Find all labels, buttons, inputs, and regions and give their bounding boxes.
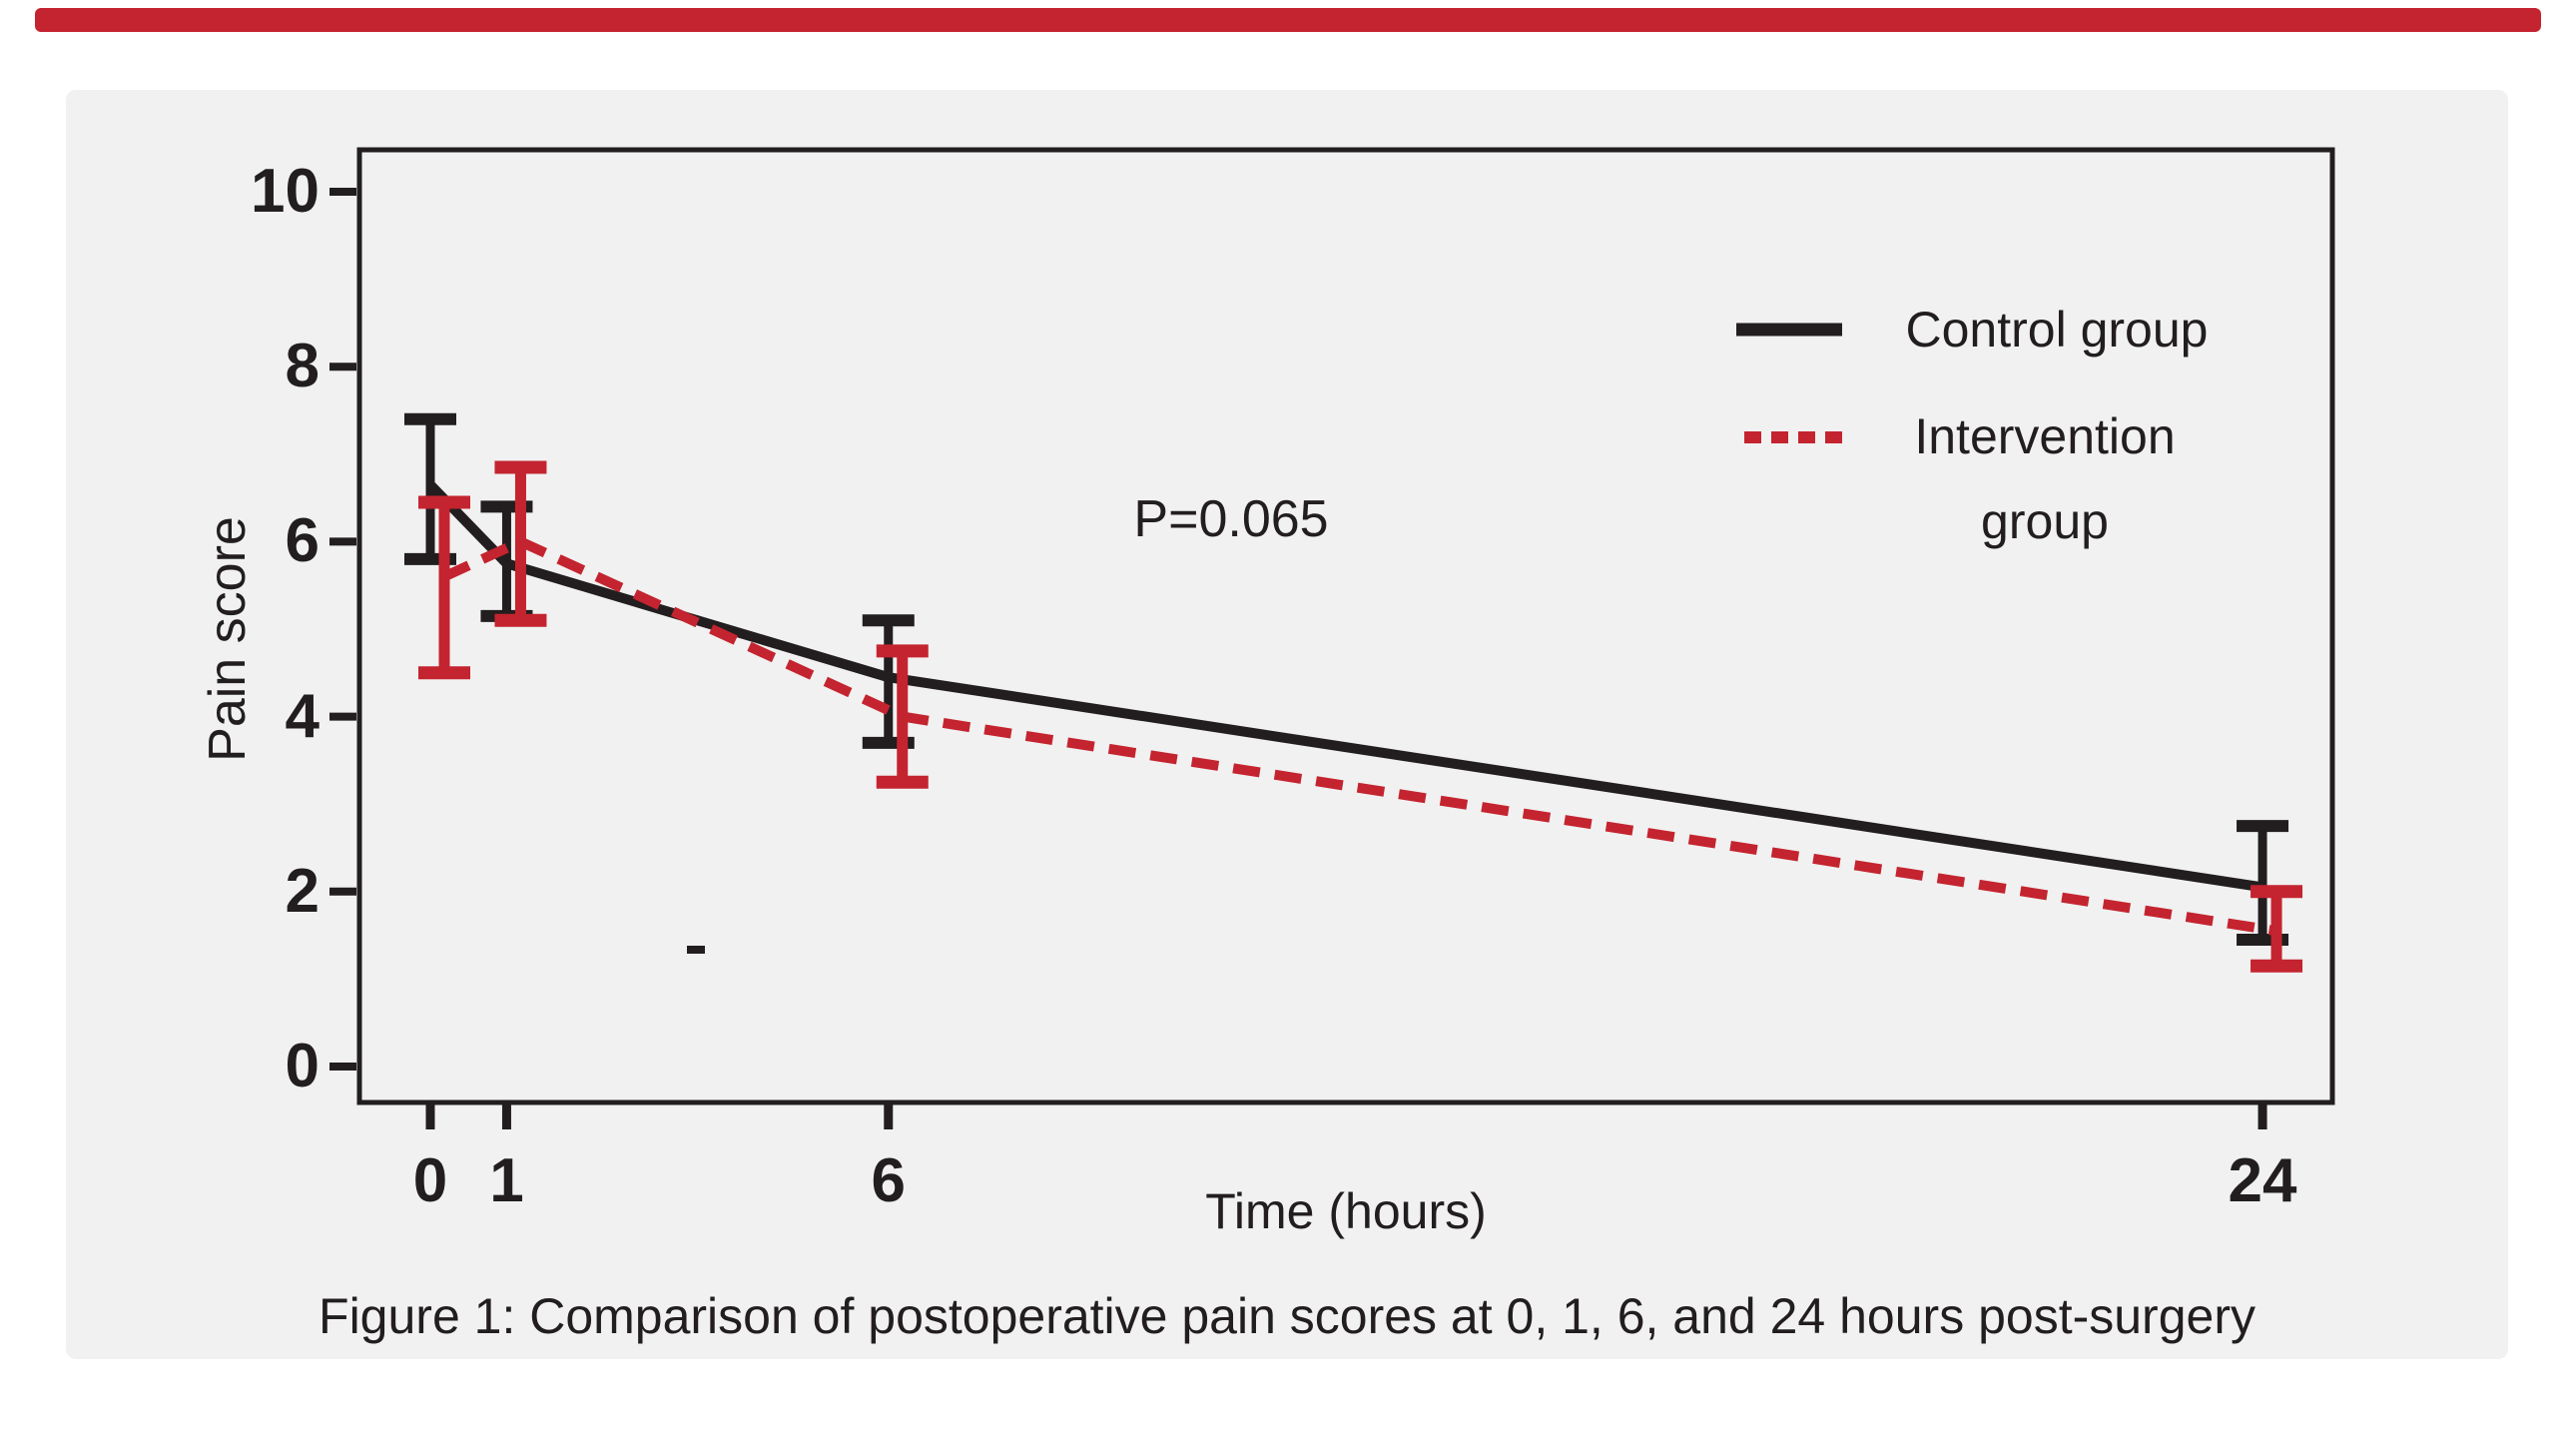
figure-panel bbox=[66, 90, 2508, 1359]
top-red-accent-bar bbox=[35, 8, 2541, 32]
legend-label-intervention-line2: group bbox=[1981, 493, 2109, 549]
p-value-annotation: P=0.065 bbox=[1133, 490, 1329, 548]
y-tick-label: 8 bbox=[285, 332, 320, 401]
legend-label-control: Control group bbox=[1905, 302, 2209, 358]
y-axis-title: Pain score bbox=[199, 516, 257, 762]
y-tick-label: 2 bbox=[285, 856, 320, 926]
x-tick-label: 1 bbox=[489, 1146, 524, 1215]
x-tick-label: 24 bbox=[2228, 1146, 2297, 1215]
y-tick-label: 0 bbox=[285, 1032, 320, 1100]
y-tick-label: 4 bbox=[285, 681, 320, 751]
y-tick-label: 6 bbox=[285, 506, 320, 576]
x-tick-label: 6 bbox=[871, 1146, 906, 1215]
x-tick-label: 0 bbox=[412, 1146, 448, 1215]
stray-dash-artifact bbox=[687, 946, 705, 954]
figure-caption: Figure 1: Comparison of postoperative pa… bbox=[319, 1288, 2255, 1344]
legend-label-intervention-line1: Intervention bbox=[1914, 408, 2176, 464]
x-axis-title: Time (hours) bbox=[1205, 1183, 1487, 1239]
y-tick-label: 10 bbox=[251, 157, 320, 226]
